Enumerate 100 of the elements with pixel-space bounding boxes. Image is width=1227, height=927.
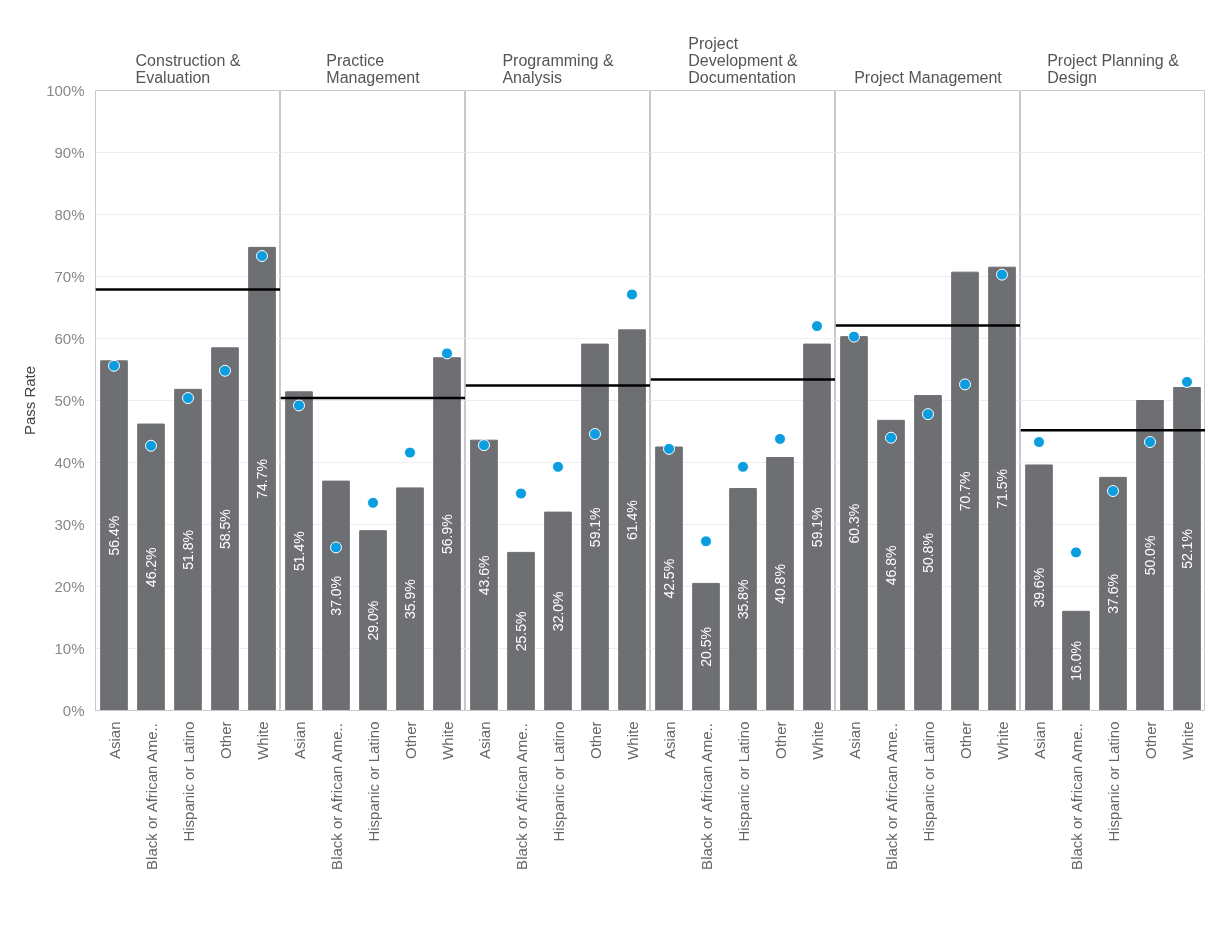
chart-title: Programming & Analysis <box>502 51 614 86</box>
data-label: 50.0% <box>1142 535 1158 576</box>
bar <box>988 266 1016 711</box>
bar <box>359 530 387 711</box>
chart-title: Construction & Evaluation <box>135 51 241 86</box>
point <box>589 427 601 440</box>
point <box>626 288 638 301</box>
x-tick-label: Hispanic or Latino <box>919 721 937 842</box>
bar <box>433 357 461 711</box>
bar <box>248 246 276 711</box>
point <box>811 320 823 333</box>
data-label: 50.8% <box>920 533 936 573</box>
bar <box>1025 464 1053 711</box>
point <box>219 364 231 377</box>
chart-title: Project Development & Documentation <box>688 34 799 86</box>
point <box>1070 546 1082 559</box>
bar <box>581 343 609 711</box>
bar <box>618 329 646 711</box>
point <box>885 431 897 444</box>
point <box>256 250 268 263</box>
x-tick-label: Hispanic or Latino <box>179 721 197 842</box>
bar <box>914 395 942 711</box>
chart-title: Practice Management <box>326 51 421 86</box>
data-label: 59.1% <box>587 507 603 548</box>
x-tick-label: Hispanic or Latino <box>1104 721 1122 842</box>
x-tick-label: Hispanic or Latino <box>549 721 567 842</box>
data-label: 20.5% <box>698 627 714 667</box>
x-tick-label: Other <box>771 721 789 760</box>
point <box>1181 375 1193 388</box>
bar <box>766 457 794 711</box>
point <box>959 378 971 391</box>
bar <box>877 419 905 711</box>
data-label: 46.2% <box>143 547 159 588</box>
point <box>848 330 860 343</box>
point <box>1107 485 1119 498</box>
data-label: 29.0% <box>365 600 381 641</box>
bar <box>211 347 239 711</box>
point <box>145 439 157 452</box>
x-tick-label: Asian <box>845 721 863 760</box>
bar <box>1062 610 1090 711</box>
y-tick-label: 20% <box>54 578 85 595</box>
data-label: 35.8% <box>735 579 751 620</box>
y-axis-title: Pass Rate <box>21 365 39 436</box>
point <box>774 432 786 445</box>
x-tick-label: White <box>808 721 826 760</box>
data-label: 56.4% <box>106 515 122 556</box>
x-tick-label: White <box>438 721 456 760</box>
bar <box>729 488 757 711</box>
data-label: 32.0% <box>550 591 566 632</box>
bar <box>544 511 572 711</box>
x-tick-label: Black or African Ame.. <box>882 723 900 870</box>
data-label: 37.0% <box>328 575 344 616</box>
data-label: 25.5% <box>513 611 529 652</box>
x-tick-label: White <box>1178 721 1196 760</box>
x-tick-label: Asian <box>1030 721 1048 760</box>
bar <box>1136 400 1164 711</box>
bar <box>1173 386 1201 711</box>
data-label: 42.5% <box>661 558 677 599</box>
bar <box>951 271 979 711</box>
data-label: 43.6% <box>476 555 492 596</box>
point <box>996 268 1008 281</box>
x-tick-label: Other <box>586 721 604 760</box>
point <box>1144 436 1156 449</box>
x-tick-label: Black or African Ame.. <box>142 723 160 870</box>
data-label: 70.7% <box>957 471 973 512</box>
point <box>293 399 305 412</box>
point <box>737 460 749 473</box>
data-label: 40.8% <box>772 564 788 604</box>
x-tick-label: White <box>993 721 1011 760</box>
y-tick-label: 10% <box>54 640 85 657</box>
bar <box>470 439 498 711</box>
data-label: 37.6% <box>1105 574 1121 614</box>
data-label: 59.1% <box>809 507 825 548</box>
bar <box>655 446 683 711</box>
x-tick-label: Asian <box>290 721 308 760</box>
data-label: 58.5% <box>217 509 233 549</box>
bar <box>692 582 720 711</box>
data-label: 71.5% <box>994 469 1010 509</box>
chart-title: Project Management <box>854 68 1003 86</box>
point <box>404 446 416 459</box>
point <box>108 359 120 372</box>
data-label: 39.6% <box>1031 567 1047 608</box>
x-tick-label: White <box>623 721 641 760</box>
data-label: 52.1% <box>1179 529 1195 569</box>
x-tick-label: Other <box>216 721 234 760</box>
point <box>182 392 194 405</box>
bar <box>396 487 424 711</box>
bar <box>285 391 313 711</box>
x-tick-label: Black or African Ame.. <box>327 723 345 870</box>
y-tick-label: 80% <box>54 206 85 223</box>
point <box>700 535 712 548</box>
data-label: 60.3% <box>846 503 862 544</box>
chart-title: Project Planning & Design <box>1047 51 1180 86</box>
x-tick-label: Asian <box>105 721 123 760</box>
point <box>330 541 342 554</box>
data-label: 16.0% <box>1068 641 1084 681</box>
point <box>367 496 379 509</box>
data-label: 35.9% <box>402 579 418 620</box>
bar <box>507 551 535 711</box>
bar <box>137 423 165 711</box>
